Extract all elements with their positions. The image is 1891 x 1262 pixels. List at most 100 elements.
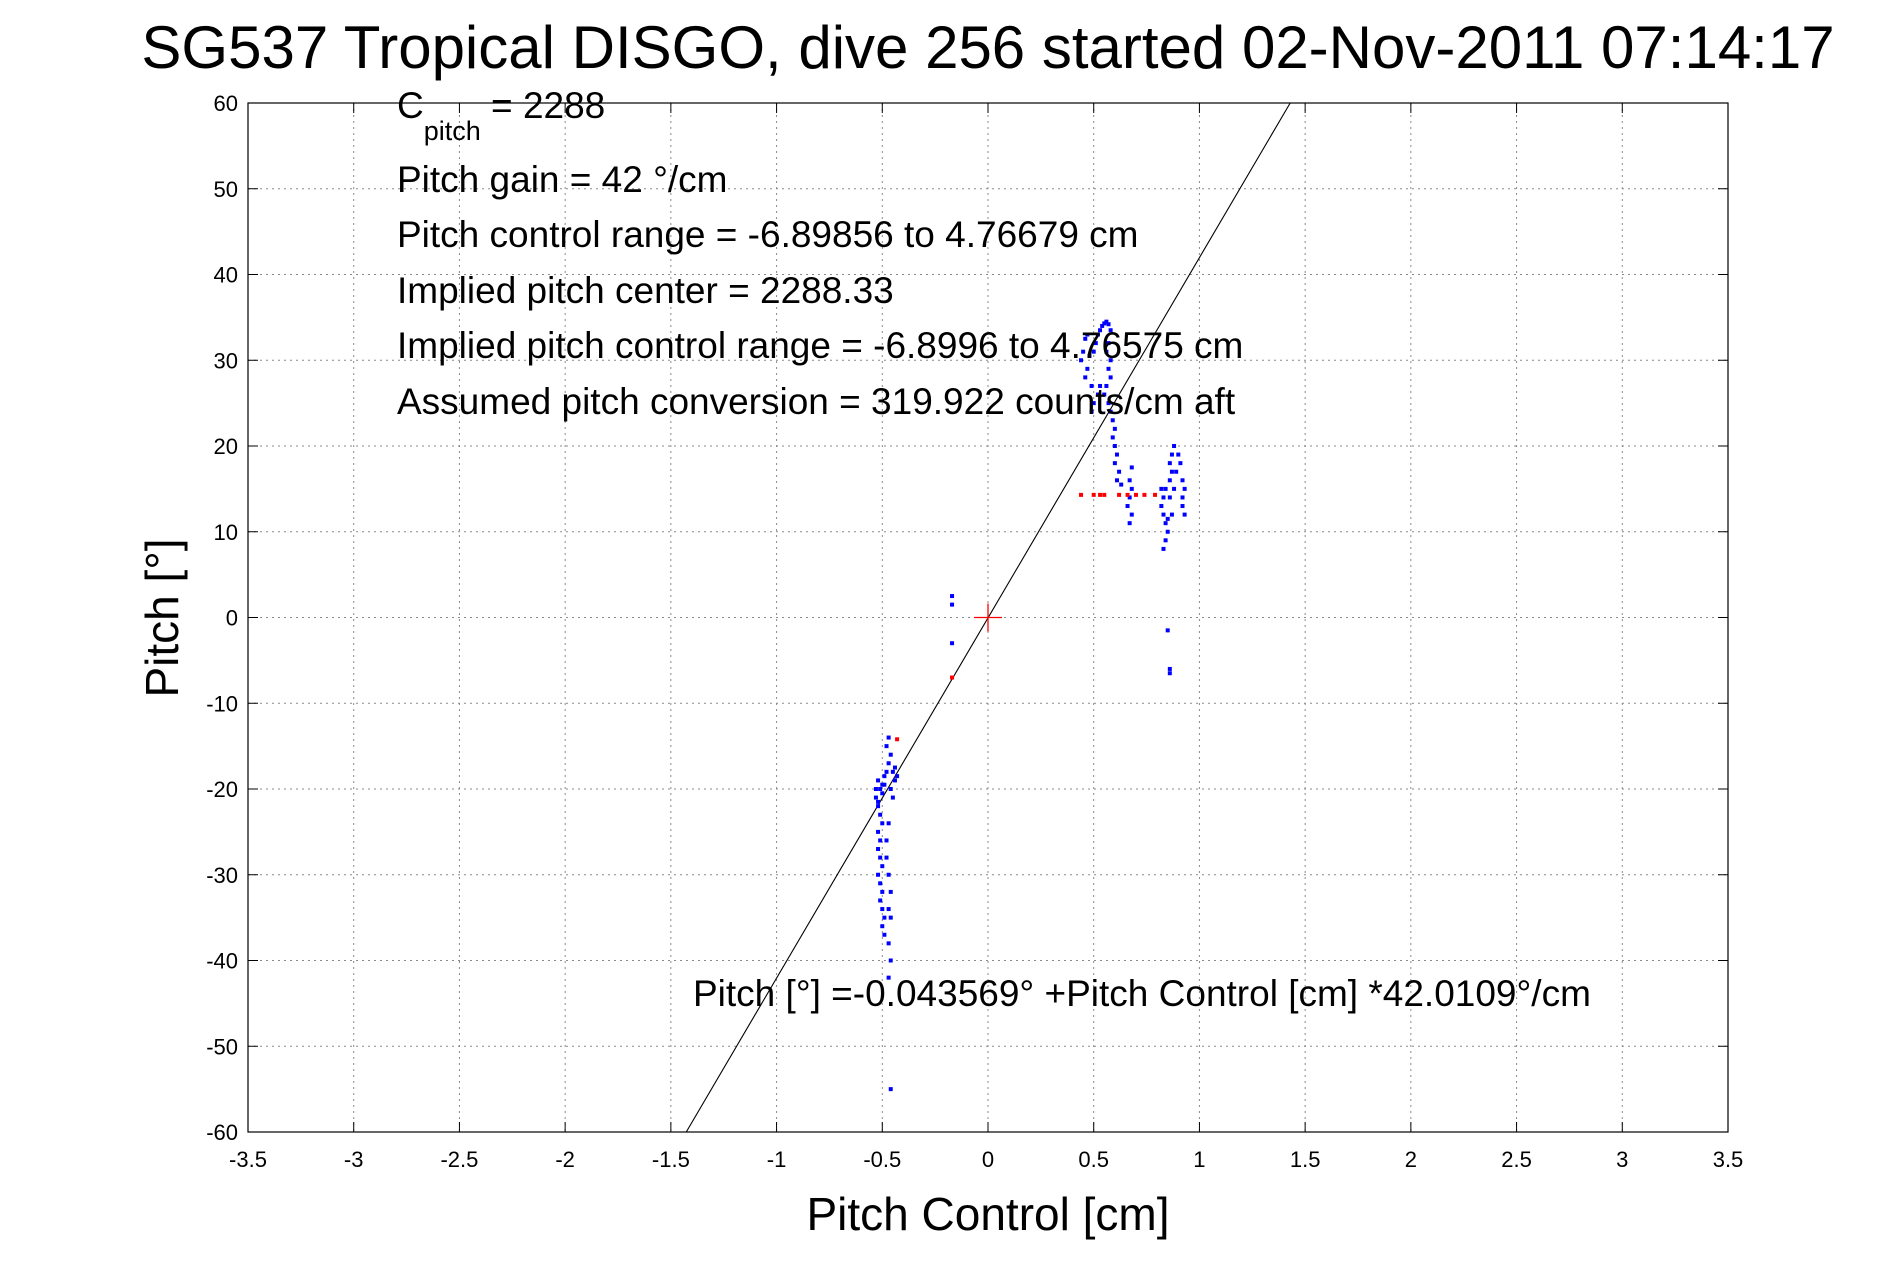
red-data-point xyxy=(1142,492,1147,497)
blue-data-point xyxy=(888,958,893,963)
blue-data-point xyxy=(1083,336,1088,341)
data-points xyxy=(873,319,1187,1092)
blue-data-point xyxy=(886,941,891,946)
blue-data-point xyxy=(1163,538,1168,543)
blue-data-point xyxy=(888,752,893,757)
x-tick-label: -3.5 xyxy=(229,1147,267,1172)
red-data-point xyxy=(1117,492,1122,497)
blue-data-point xyxy=(1180,478,1185,483)
blue-data-point xyxy=(1167,478,1172,483)
blue-data-point xyxy=(1110,418,1115,423)
blue-data-point xyxy=(1129,486,1134,491)
blue-data-point xyxy=(1159,504,1164,509)
y-tick-label: -50 xyxy=(206,1034,238,1059)
blue-data-point xyxy=(873,795,878,800)
c-pitch-value: = 2288 xyxy=(481,85,605,126)
blue-data-point xyxy=(888,889,893,894)
blue-data-point xyxy=(878,898,883,903)
blue-data-point xyxy=(1104,349,1109,354)
y-tick-label: 0 xyxy=(226,606,238,631)
blue-data-point xyxy=(1167,671,1172,676)
blue-data-point xyxy=(882,782,887,787)
blue-data-point xyxy=(1079,358,1084,363)
x-tick-label: 0.5 xyxy=(1078,1147,1109,1172)
blue-data-point xyxy=(1108,358,1113,363)
y-tick-label: 60 xyxy=(214,91,238,116)
blue-data-point xyxy=(1180,504,1185,509)
chart-title: SG537 Tropical DISGO, dive 256 started 0… xyxy=(141,14,1834,81)
blue-data-point xyxy=(1165,516,1170,521)
blue-data-point xyxy=(876,799,881,804)
y-tick-label: 10 xyxy=(214,520,238,545)
blue-data-point xyxy=(1127,478,1132,483)
blue-data-point xyxy=(884,744,889,749)
x-tick-label: -2.5 xyxy=(440,1147,478,1172)
y-tick-label: -40 xyxy=(206,949,238,974)
y-tick-label: 50 xyxy=(214,177,238,202)
blue-data-point xyxy=(1108,328,1113,333)
blue-data-point xyxy=(884,838,889,843)
blue-data-point xyxy=(1180,495,1185,500)
fit-equation-annotation: Pitch [°] =-0.043569° +Pitch Control [cm… xyxy=(693,973,1591,1014)
pitch-gain-annotation: Pitch gain = 42 °/cm xyxy=(397,159,728,200)
blue-data-point xyxy=(950,641,955,646)
blue-data-point xyxy=(1174,469,1179,474)
x-tick-label: 2.5 xyxy=(1501,1147,1532,1172)
red-data-point xyxy=(1079,492,1084,497)
pitch-control-range-annotation: Pitch control range = -6.89856 to 4.7667… xyxy=(397,214,1139,255)
x-tick-label: 3.5 xyxy=(1713,1147,1744,1172)
c-pitch-subscript: pitch xyxy=(424,116,481,146)
y-tick-label: -30 xyxy=(206,863,238,888)
blue-data-point xyxy=(1161,546,1166,551)
blue-data-point xyxy=(1112,426,1117,431)
blue-data-point xyxy=(878,881,883,886)
blue-data-point xyxy=(950,594,955,599)
implied-pitch-center-annotation: Implied pitch center = 2288.33 xyxy=(397,270,894,311)
blue-data-point xyxy=(1127,495,1132,500)
blue-data-point xyxy=(873,787,878,791)
implied-pitch-control-range-annotation: Implied pitch control range = -6.8996 to… xyxy=(397,325,1243,366)
x-tick-label: 3 xyxy=(1616,1147,1628,1172)
blue-data-point xyxy=(878,812,883,817)
blue-data-point xyxy=(880,864,885,869)
blue-data-point xyxy=(1176,452,1181,457)
blue-data-point xyxy=(1085,332,1090,337)
blue-data-point xyxy=(1178,461,1183,466)
blue-data-point xyxy=(1169,469,1174,474)
blue-data-point xyxy=(886,907,891,912)
center-marker-group xyxy=(974,603,1002,632)
blue-data-point xyxy=(878,838,883,843)
blue-data-point xyxy=(1085,366,1090,371)
blue-data-point xyxy=(1172,444,1177,448)
red-data-point xyxy=(1102,492,1107,497)
blue-data-point xyxy=(1110,435,1115,440)
x-tick-label: -0.5 xyxy=(863,1147,901,1172)
y-axis-label: Pitch [°] xyxy=(136,538,188,697)
x-tick-label: -3 xyxy=(344,1147,364,1172)
red-data-point xyxy=(1091,492,1096,497)
x-axis-label: Pitch Control [cm] xyxy=(807,1188,1170,1240)
blue-data-point xyxy=(1089,383,1094,388)
blue-data-point xyxy=(1159,486,1164,491)
blue-data-point xyxy=(1161,495,1166,500)
blue-data-point xyxy=(1102,392,1107,397)
blue-data-point xyxy=(1102,321,1107,326)
y-tick-label: -60 xyxy=(206,1120,238,1145)
blue-data-point xyxy=(878,787,883,791)
blue-data-point xyxy=(1167,495,1172,500)
blue-data-point xyxy=(1106,401,1111,406)
blue-data-point xyxy=(876,829,881,834)
blue-data-point xyxy=(876,872,881,877)
blue-data-point xyxy=(882,915,887,920)
blue-data-point xyxy=(892,765,897,770)
blue-data-point xyxy=(1165,529,1170,534)
blue-data-point xyxy=(1091,349,1096,354)
blue-data-point xyxy=(876,847,881,852)
blue-data-point xyxy=(1108,375,1113,380)
red-data-point xyxy=(1134,492,1138,497)
blue-data-point xyxy=(1106,366,1111,371)
blue-data-point xyxy=(888,787,893,791)
blue-data-point xyxy=(1169,452,1174,457)
blue-data-point xyxy=(895,774,900,779)
blue-data-point xyxy=(1108,409,1113,414)
